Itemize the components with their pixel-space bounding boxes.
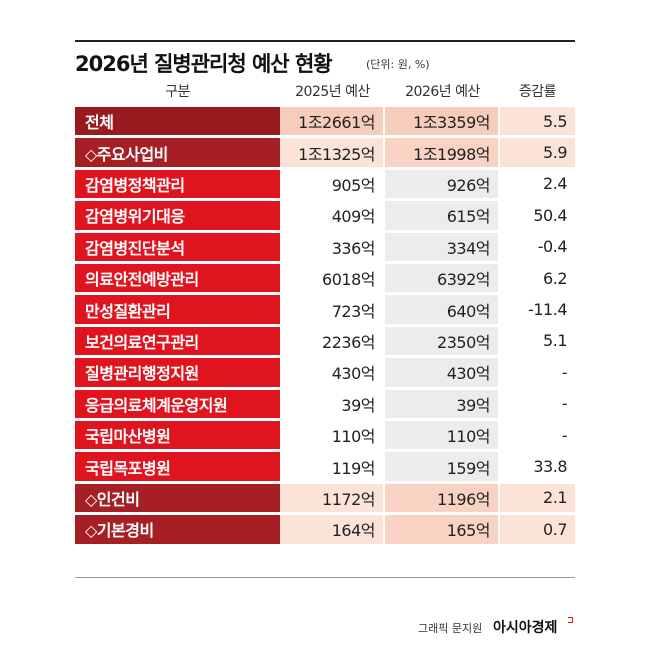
row-label: 보건의료연구관리	[75, 326, 280, 356]
title: 2026년 질병관리청 예산 현황	[75, 52, 333, 76]
row-value: 165억	[385, 515, 498, 544]
row-value: 5.9	[500, 138, 575, 167]
row-value: -	[500, 389, 575, 418]
row-value: 159억	[385, 452, 498, 481]
row-label: 감염병위기대응	[75, 201, 280, 230]
row-value: 33.8	[500, 452, 575, 481]
credit: 그래픽 문지원	[418, 622, 483, 635]
top-rule	[75, 40, 575, 42]
row-value: 615억	[385, 201, 498, 230]
row-value: 6392억	[385, 264, 498, 293]
row-value: -11.4	[500, 295, 575, 324]
row-value: 1조1998억	[385, 138, 498, 167]
row-label: 전체	[75, 107, 280, 136]
row-value: 119억	[280, 452, 383, 481]
row-value: -	[500, 358, 575, 387]
row-value: 2236억	[280, 326, 383, 356]
column-header: 2025년 예산	[295, 84, 370, 100]
row-value: 6.2	[500, 264, 575, 293]
row-value: 2.1	[500, 483, 575, 513]
row-label: ◇기본경비	[75, 515, 280, 544]
column-header: 증감률	[518, 84, 557, 100]
row-label: 국립목포병원	[75, 452, 280, 481]
row-value: 164억	[280, 515, 383, 544]
row-value: 926억	[385, 169, 498, 199]
row-value: 39억	[385, 389, 498, 418]
row-label: ◇인건비	[75, 483, 280, 513]
row-label: 국립마산병원	[75, 421, 280, 450]
row-value: -0.4	[500, 232, 575, 261]
row-value: 334억	[385, 232, 498, 261]
unit-note: (단위: 원, %)	[366, 58, 430, 71]
column-header: 2026년 예산	[405, 84, 480, 100]
row-value: 2.4	[500, 169, 575, 199]
row-value: 6018억	[280, 264, 383, 293]
bottom-rule	[75, 577, 575, 578]
row-value: 110억	[385, 421, 498, 450]
row-label: 감염병진단분석	[75, 232, 280, 261]
row-value: 5.5	[500, 107, 575, 136]
row-value: 1196억	[385, 483, 498, 513]
brand-mark	[568, 617, 573, 623]
row-value: 430억	[280, 358, 383, 387]
row-value: 336억	[280, 232, 383, 261]
brand: 아시아경제	[493, 620, 558, 636]
row-value: -	[500, 421, 575, 450]
row-value: 2350억	[385, 326, 498, 356]
row-value: 50.4	[500, 201, 575, 230]
row-value: 1조1325억	[280, 138, 383, 167]
row-value: 409억	[280, 201, 383, 230]
row-label: 응급의료체계운영지원	[75, 389, 280, 418]
row-value: 1172억	[280, 483, 383, 513]
row-value: 905억	[280, 169, 383, 199]
row-label: 만성질환관리	[75, 295, 280, 324]
row-value: 5.1	[500, 326, 575, 356]
row-value: 39억	[280, 389, 383, 418]
row-value: 1조3359억	[385, 107, 498, 136]
column-header: 구분	[165, 84, 190, 100]
row-label: 질병관리행정지원	[75, 358, 280, 387]
row-value: 640억	[385, 295, 498, 324]
row-value: 430억	[385, 358, 498, 387]
row-label: 의료안전예방관리	[75, 264, 280, 293]
row-value: 723억	[280, 295, 383, 324]
row-value: 1조2661억	[280, 107, 383, 136]
row-label: ◇주요사업비	[75, 138, 280, 167]
row-value: 0.7	[500, 515, 575, 544]
row-value: 110억	[280, 421, 383, 450]
row-label: 감염병정책관리	[75, 169, 280, 199]
